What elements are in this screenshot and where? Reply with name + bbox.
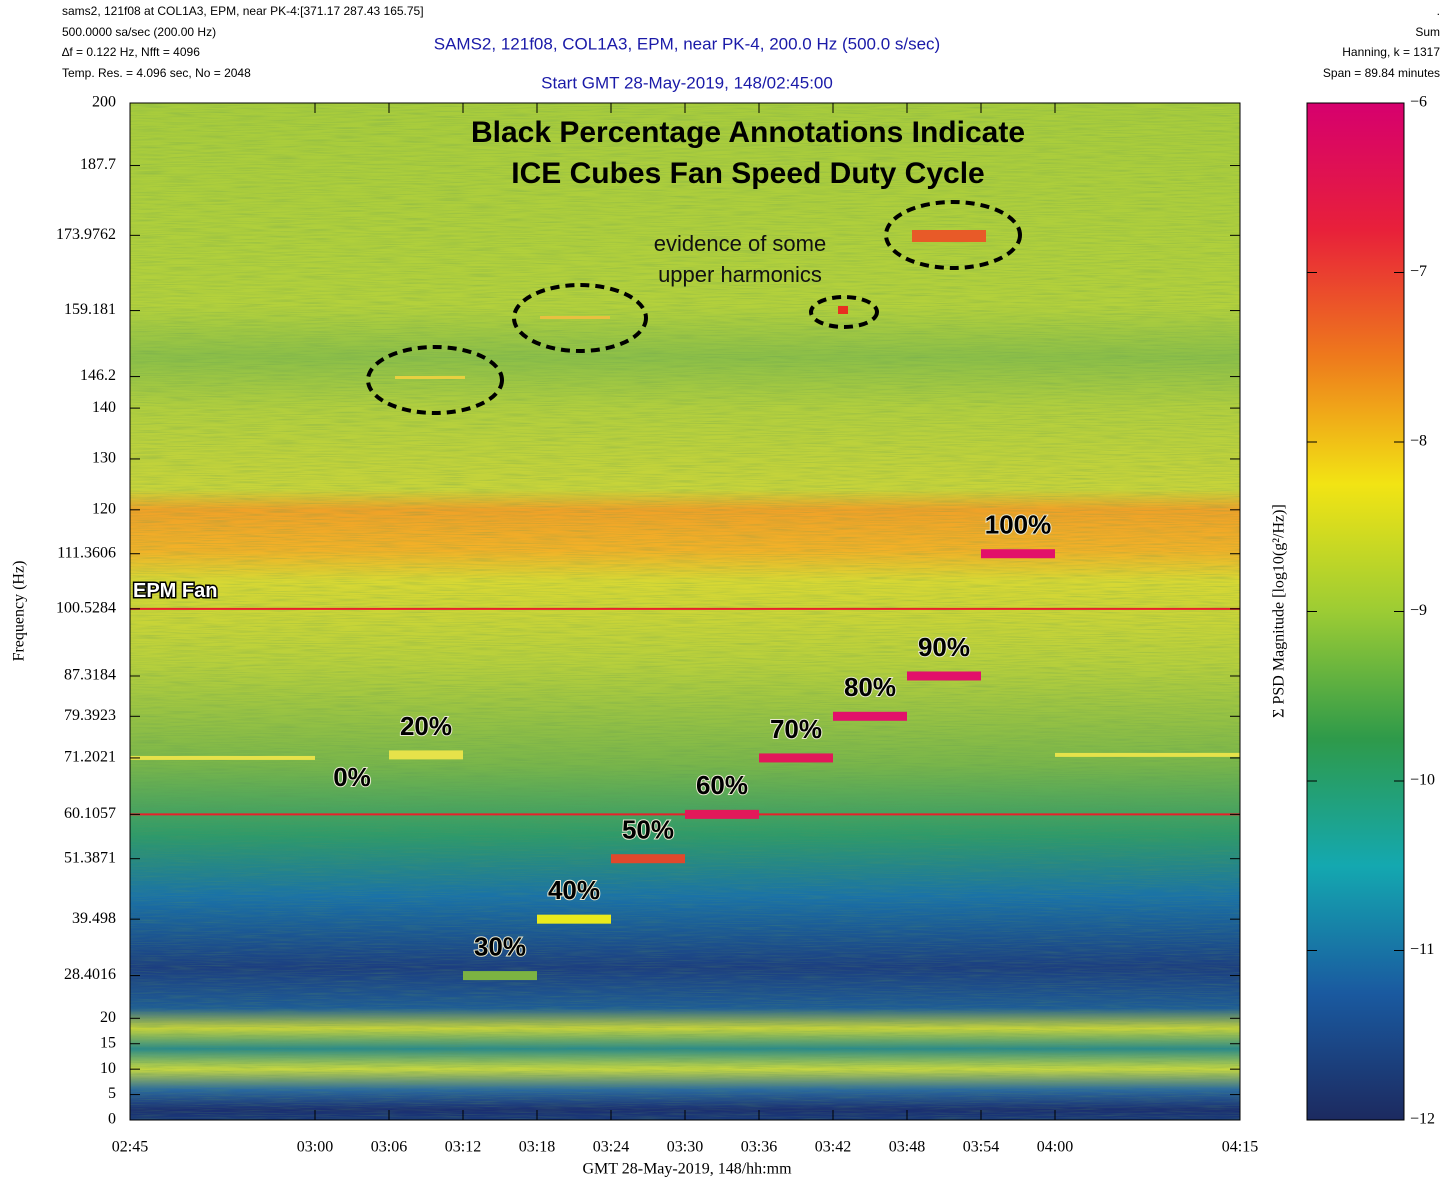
y-tick-label: 28.4016 — [64, 966, 116, 983]
y-tick-label: 100.5284 — [56, 599, 116, 616]
harmonic-streak — [540, 316, 610, 319]
duty-cycle-label: 20% — [400, 711, 452, 741]
duty-cycle-label: 30% — [474, 931, 526, 961]
colorbar-tick-label: −8 — [1410, 433, 1427, 450]
y-tick-label: 15 — [100, 1034, 116, 1051]
annotation: ICE Cubes Fan Speed Duty Cycle — [511, 157, 984, 190]
y-tick-label: 146.2 — [80, 367, 116, 384]
x-tick-label: 03:24 — [593, 1139, 629, 1156]
colorbar-tick-label: −6 — [1410, 94, 1427, 111]
x-axis-label: GMT 28-May-2019, 148/hh:mm — [582, 1161, 792, 1178]
y-tick-label: 130 — [92, 450, 116, 467]
header-line: ∆f = 0.122 Hz, Nfft = 4096 — [62, 45, 200, 59]
y-tick-label: 51.3871 — [64, 849, 116, 866]
x-tick-label: 03:42 — [815, 1139, 851, 1156]
spectrogram-texture — [130, 103, 1240, 1120]
fan-step — [537, 914, 611, 924]
header-line: Sum — [1415, 25, 1440, 39]
fan-step — [759, 753, 833, 763]
colorbar — [1306, 102, 1405, 1121]
x-tick-label: 03:30 — [667, 1139, 703, 1156]
colorbar-tick-label: −10 — [1410, 772, 1435, 789]
duty-cycle-label: 70% — [770, 714, 822, 744]
y-tick-label: 39.498 — [72, 910, 116, 927]
header-line: 500.0000 sa/sec (200.00 Hz) — [62, 25, 216, 39]
fan-label: EPM Fan — [133, 580, 217, 602]
x-tick-label: 03:36 — [741, 1139, 777, 1156]
harmonic-streak — [912, 230, 986, 242]
colorbar-tick-label: −7 — [1410, 263, 1427, 280]
fan-step — [981, 549, 1055, 559]
fan-step — [685, 809, 759, 819]
x-tick-label: 03:12 — [445, 1139, 481, 1156]
duty-cycle-label: 90% — [918, 632, 970, 662]
y-tick-label: 120 — [92, 500, 116, 517]
chart-subtitle: Start GMT 28-May-2019, 148/02:45:00 — [541, 73, 833, 92]
x-tick-label: 03:00 — [297, 1139, 333, 1156]
y-tick-label: 187.7 — [80, 156, 116, 173]
x-tick-label: 03:54 — [963, 1139, 999, 1156]
y-tick-label: 20 — [100, 1009, 116, 1026]
y-tick-label: 159.181 — [64, 301, 116, 318]
y-axis-label: Frequency (Hz) — [11, 561, 28, 662]
header-line: Hanning, k = 1317 — [1342, 45, 1440, 59]
colorbar-label: Σ PSD Magnitude [log10(g²/Hz)] — [1271, 504, 1288, 718]
x-tick-label: 04:15 — [1222, 1139, 1258, 1156]
x-tick-label: 03:06 — [371, 1139, 407, 1156]
y-tick-label: 60.1057 — [64, 805, 116, 822]
plot-area — [130, 103, 1240, 1120]
harmonic-ellipse — [809, 295, 879, 329]
fan-step — [833, 711, 907, 721]
harmonic-streak — [838, 306, 848, 314]
fan-step — [1055, 752, 1240, 757]
duty-cycle-label: 60% — [696, 770, 748, 800]
colorbar-tick-label: −11 — [1410, 941, 1434, 958]
annotation: evidence of some — [654, 231, 826, 256]
y-tick-label: 71.2021 — [64, 749, 116, 766]
duty-cycle-label: 100% — [985, 510, 1052, 540]
y-tick-label: 5 — [108, 1085, 116, 1102]
header-line: sams2, 121f08 at COL1A3, EPM, near PK-4:… — [62, 4, 424, 18]
x-tick-label: 04:00 — [1037, 1139, 1073, 1156]
x-tick-label: 03:48 — [889, 1139, 925, 1156]
header-line: Span = 89.84 minutes — [1323, 66, 1440, 80]
fan-step — [463, 971, 537, 981]
y-tick-label: 173.9762 — [56, 226, 116, 243]
colorbar-tick-label: −9 — [1410, 602, 1427, 619]
y-tick-label: 79.3923 — [64, 707, 116, 724]
colorbar-tick-label: −12 — [1410, 1111, 1435, 1128]
fan-step — [389, 750, 463, 760]
y-tick-label: 140 — [92, 399, 116, 416]
harmonic-ellipse — [512, 283, 648, 353]
y-tick-label: 10 — [100, 1060, 116, 1077]
harmonic-ellipse — [884, 200, 1022, 270]
y-tick-label: 0 — [108, 1111, 116, 1128]
header-line: . — [1437, 4, 1440, 18]
chart-title: SAMS2, 121f08, COL1A3, EPM, near PK-4, 2… — [434, 34, 940, 53]
x-tick-label: 03:18 — [519, 1139, 555, 1156]
header-line: Temp. Res. = 4.096 sec, No = 2048 — [62, 66, 251, 80]
duty-cycle-label: 0% — [333, 762, 371, 792]
y-tick-label: 87.3184 — [64, 667, 116, 684]
harmonic-ellipse — [366, 345, 504, 415]
duty-cycle-label: 50% — [622, 815, 674, 845]
duty-cycle-label: 40% — [548, 875, 600, 905]
fan-step — [130, 755, 315, 760]
y-tick-label: 111.3606 — [57, 544, 116, 561]
x-tick-label: 02:45 — [112, 1139, 148, 1156]
duty-cycle-label: 80% — [844, 672, 896, 702]
annotation: Black Percentage Annotations Indicate — [471, 116, 1025, 149]
fan-step — [907, 671, 981, 681]
y-tick-label: 200 — [92, 94, 116, 111]
annotations: Black Percentage Annotations Indicate IC… — [132, 116, 1053, 963]
fan-step — [611, 854, 685, 864]
harmonic-streak — [395, 376, 465, 379]
annotation: upper harmonics — [658, 262, 822, 287]
